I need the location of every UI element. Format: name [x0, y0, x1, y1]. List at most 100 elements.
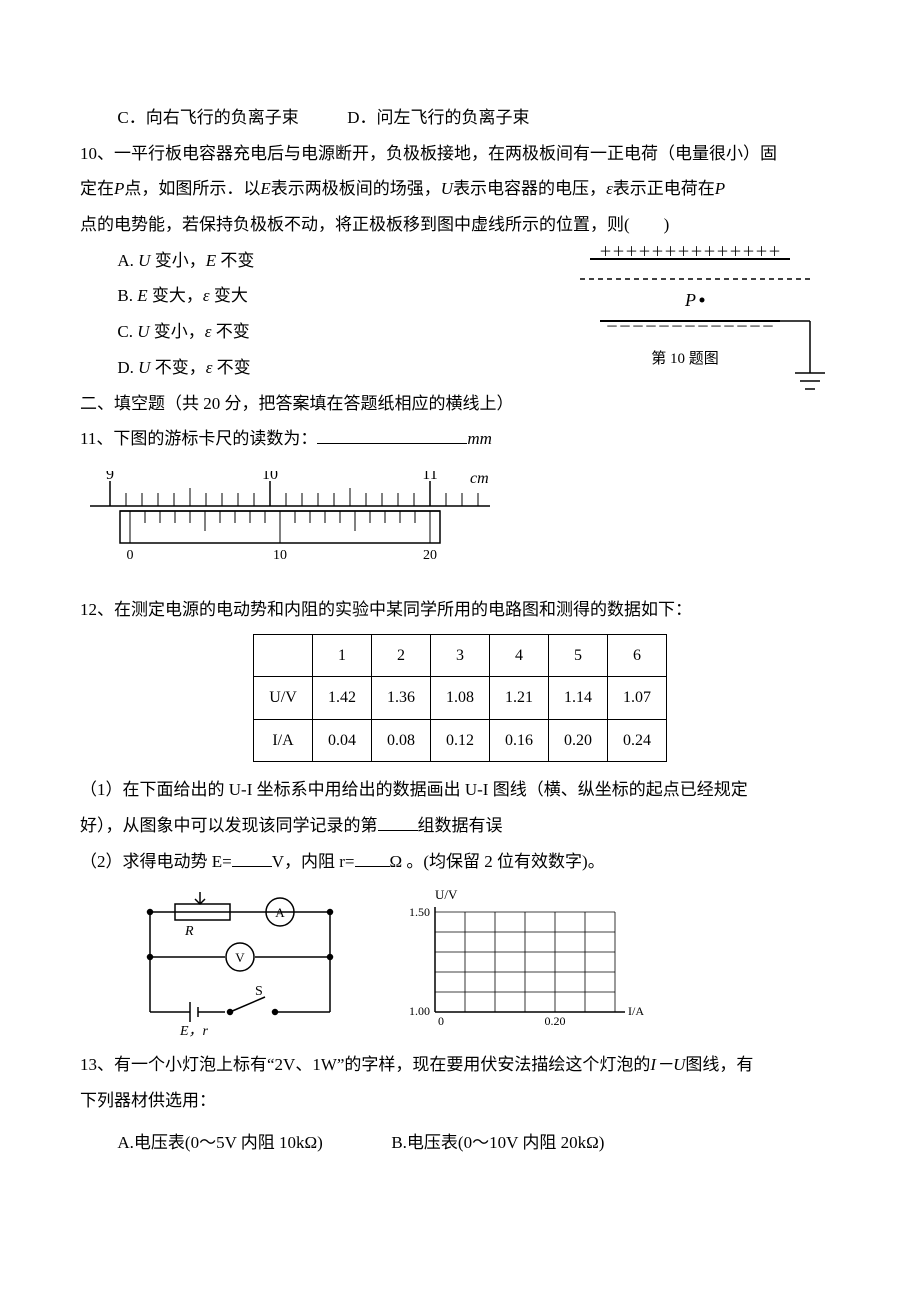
q13-IU: I－U [650, 1055, 685, 1074]
q10-sym-P2: P [715, 179, 725, 198]
q11-blank [317, 443, 467, 444]
q10-optD-post: 不变 [212, 358, 250, 377]
table-row-I: I/A 0.04 0.08 0.12 0.16 0.20 0.24 [254, 719, 667, 762]
th-6: 6 [608, 634, 667, 677]
table-head-row: 1 2 3 4 5 6 [254, 634, 667, 677]
q10-plus-row: ＋＋＋＋＋＋＋＋＋＋＋＋＋＋ [599, 244, 781, 259]
q11-figure: 9 10 11 cm 0 10 20 [80, 471, 840, 566]
q10-optA-sym2: E [206, 251, 216, 270]
q12-circuit-svg: R A V S E，r [130, 887, 350, 1037]
q10-optC-mid: 变小， [150, 322, 205, 341]
q12-p2b: V，内阻 r= [272, 852, 355, 871]
q11-vern-20: 20 [423, 548, 437, 563]
q10-stem-part6: 表示正电荷在 [613, 179, 715, 198]
circuit-S: S [255, 984, 263, 999]
q12-table: 1 2 3 4 5 6 U/V 1.42 1.36 1.08 1.21 1.14… [253, 634, 667, 763]
th-5: 5 [549, 634, 608, 677]
q10-stem-line3: 点的电势能，若保持负极板不动，将正极板移到图中虚线所示的位置，则( ) [80, 207, 840, 243]
q12-stem: 12、在测定电源的电动势和内阻的实验中某同学所用的电路图和测得的数据如下： [80, 592, 840, 628]
q13-stem-line1: 13、有一个小灯泡上标有“2V、1W”的字样，现在要用伏安法描绘这个灯泡的I－U… [80, 1047, 840, 1083]
q11-line: 11、下图的游标卡尺的读数为：mm [80, 421, 840, 457]
q10-optB-sym1: E [137, 286, 147, 305]
q12-p1b: 好），从图象中可以发现该同学记录的第 [80, 816, 378, 835]
q12-p1c: 组数据有误 [418, 816, 503, 835]
circuit-A: A [275, 905, 285, 920]
q10-optC-post: 不变 [211, 322, 249, 341]
q10-stem-part5: 表示电容器的电压， [453, 179, 606, 198]
row-I-label: I/A [254, 719, 313, 762]
q9-optC: C．向右飞行的负离子束 [117, 108, 298, 127]
q13-num: 13、 [80, 1055, 114, 1074]
q10-stem: 10、一平行板电容器充电后与电源断开，负极板接地，在两极板间有一正电荷（电量很小… [80, 136, 840, 172]
grid-x020: 0.20 [545, 1014, 566, 1028]
U4: 1.21 [490, 677, 549, 720]
q10-block: 10、一平行板电容器充电后与电源断开，负极板接地，在两极板间有一正电荷（电量很小… [80, 136, 840, 386]
q9-optD: D．问左飞行的负离子束 [347, 108, 529, 127]
q13-optB: B.电压表(0～10V 内阻 20kΩ) [391, 1133, 604, 1152]
q13-options: A.电压表(0～5V 内阻 10kΩ) B.电压表(0～10V 内阻 20kΩ) [80, 1125, 840, 1161]
q12-stem-text: 在测定电源的电动势和内阻的实验中某同学所用的电路图和测得的数据如下： [114, 600, 692, 619]
th-1: 1 [313, 634, 372, 677]
q13-stem-b: 图线，有 [685, 1055, 753, 1074]
circuit-Er: E，r [179, 1024, 209, 1037]
q10-sym-P: P [114, 179, 124, 198]
I4: 0.16 [490, 719, 549, 762]
q10-caption: 第 10 题图 [651, 349, 719, 367]
q10-optD-sym1: U [138, 358, 150, 377]
q10-optA-mid: 变小， [150, 251, 205, 270]
q12-blank-E [232, 866, 272, 867]
q12-p1b-line: 好），从图象中可以发现该同学记录的第 组数据有误 [80, 808, 840, 844]
q10-optB-mid: 变大， [148, 286, 203, 305]
q10-figure: ＋＋＋＋＋＋＋＋＋＋＋＋＋＋ P －－－－－－－－－－－－－ [570, 243, 840, 408]
q10-optB-sym2: ε [203, 286, 210, 305]
vernier-svg: 9 10 11 cm 0 10 20 [80, 471, 500, 566]
q13-stem-line2: 下列器材供选用： [80, 1083, 840, 1119]
I6: 0.24 [608, 719, 667, 762]
q10-optA-sym1: U [138, 251, 150, 270]
q13-stem-a: 有一个小灯泡上标有“2V、1W”的字样，现在要用伏安法描绘这个灯泡的 [114, 1055, 650, 1074]
q10-stem-part2: 定在 [80, 179, 114, 198]
q11-unit: mm [467, 429, 492, 448]
grid-x0: 0 [438, 1014, 444, 1028]
th-2: 2 [372, 634, 431, 677]
q11-main-unit: cm [470, 471, 489, 487]
q9-options-line: C．向右飞行的负离子束 D．问左飞行的负离子束 [80, 100, 840, 136]
q10-stem-part1: 一平行板电容器充电后与电源断开，负极板接地，在两极板间有一正电荷（电量很小）固 [114, 144, 777, 163]
q10-optD-pre: D. [117, 358, 134, 377]
q10-stem-line2: 定在P点，如图所示．以E表示两极板间的场强，U表示电容器的电压，ε表示正电荷在P [80, 171, 840, 207]
circuit-V: V [235, 950, 245, 965]
q10-optA-pre: A. [117, 251, 134, 270]
q10-optA-post: 不变 [216, 251, 254, 270]
grid-xlabel: I/A [628, 1004, 644, 1018]
q10-sym-U: U [441, 179, 453, 198]
q10-stem-part4: 表示两极板间的场强， [271, 179, 441, 198]
U6: 1.07 [608, 677, 667, 720]
q10-P-label: P [684, 290, 696, 310]
U2: 1.36 [372, 677, 431, 720]
q11-stem: 下图的游标卡尺的读数为： [113, 429, 317, 448]
q10-optD-mid: 不变， [150, 358, 205, 377]
th-4: 4 [490, 634, 549, 677]
row-U-label: U/V [254, 677, 313, 720]
q12-blank-group [378, 830, 418, 831]
I1: 0.04 [313, 719, 372, 762]
q12-blank-r [355, 866, 390, 867]
q10-optC-sym1: U [137, 322, 149, 341]
q10-capacitor-svg: ＋＋＋＋＋＋＋＋＋＋＋＋＋＋ P －－－－－－－－－－－－－ [570, 243, 840, 408]
U3: 1.08 [431, 677, 490, 720]
grid-y100: 1.00 [409, 1004, 430, 1018]
th-3: 3 [431, 634, 490, 677]
q13-optA: A.电压表(0～5V 内阻 10kΩ) [117, 1133, 322, 1152]
th-blank [254, 634, 313, 677]
q12-num: 12、 [80, 600, 114, 619]
exam-page: C．向右飞行的负离子束 D．问左飞行的负离子束 10、一平行板电容器充电后与电源… [0, 0, 920, 1220]
q10-sym-E: E [260, 179, 270, 198]
grid-y150: 1.50 [409, 905, 430, 919]
table-row-U: U/V 1.42 1.36 1.08 1.21 1.14 1.07 [254, 677, 667, 720]
q10-optB-pre: B. [117, 286, 133, 305]
q10-optC-pre: C. [117, 322, 133, 341]
q10-optB-post: 变大 [210, 286, 248, 305]
U5: 1.14 [549, 677, 608, 720]
q12-p2c: Ω 。(均保留 2 位有效数字)。 [390, 852, 605, 871]
q11-vern-0: 0 [127, 548, 134, 563]
